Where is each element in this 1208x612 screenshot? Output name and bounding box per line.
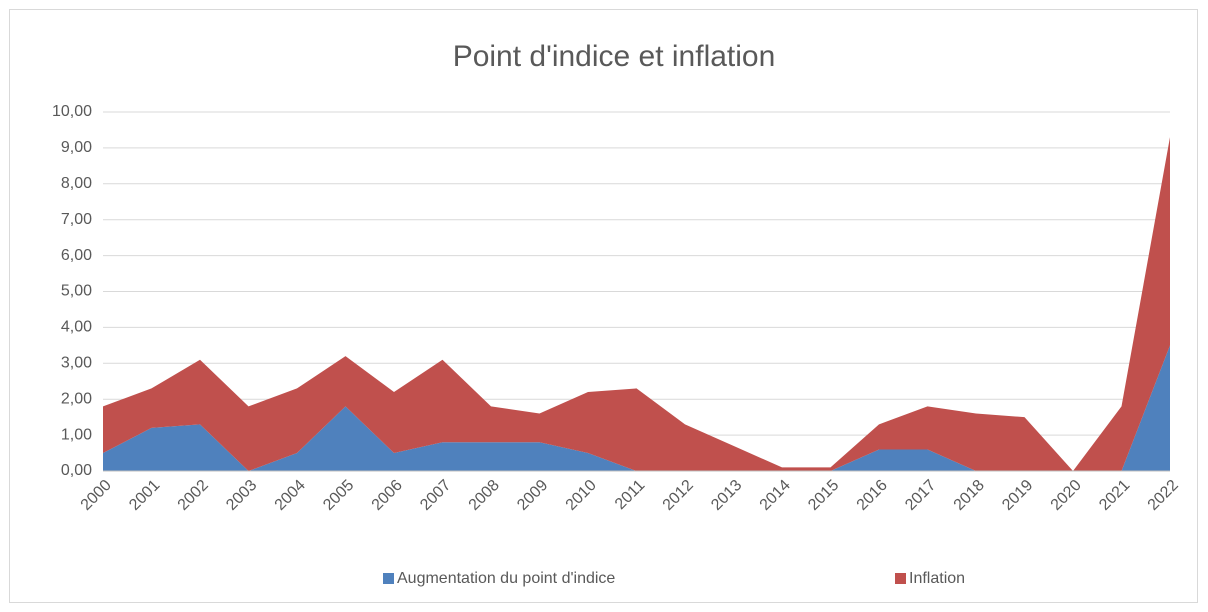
legend-label: Augmentation du point d'indice	[397, 570, 615, 587]
y-tick-label: 2,00	[61, 390, 92, 407]
y-tick-label: 0,00	[61, 462, 92, 479]
y-tick-label: 10,00	[52, 103, 92, 120]
y-tick-label: 1,00	[61, 426, 92, 443]
legend-swatch	[383, 573, 394, 584]
y-tick-label: 3,00	[61, 355, 92, 372]
y-tick-label: 5,00	[61, 283, 92, 300]
area	[103, 137, 1170, 471]
y-tick-label: 9,00	[61, 139, 92, 156]
area	[103, 345, 1170, 471]
y-tick-label: 4,00	[61, 319, 92, 336]
legend-swatch	[895, 573, 906, 584]
y-tick-label: 8,00	[61, 175, 92, 192]
chart-border	[9, 9, 1198, 603]
y-tick-label: 6,00	[61, 247, 92, 264]
legend-label: Inflation	[909, 570, 965, 587]
chart-title: Point d'indice et inflation	[453, 40, 776, 73]
y-tick-label: 7,00	[61, 211, 92, 228]
